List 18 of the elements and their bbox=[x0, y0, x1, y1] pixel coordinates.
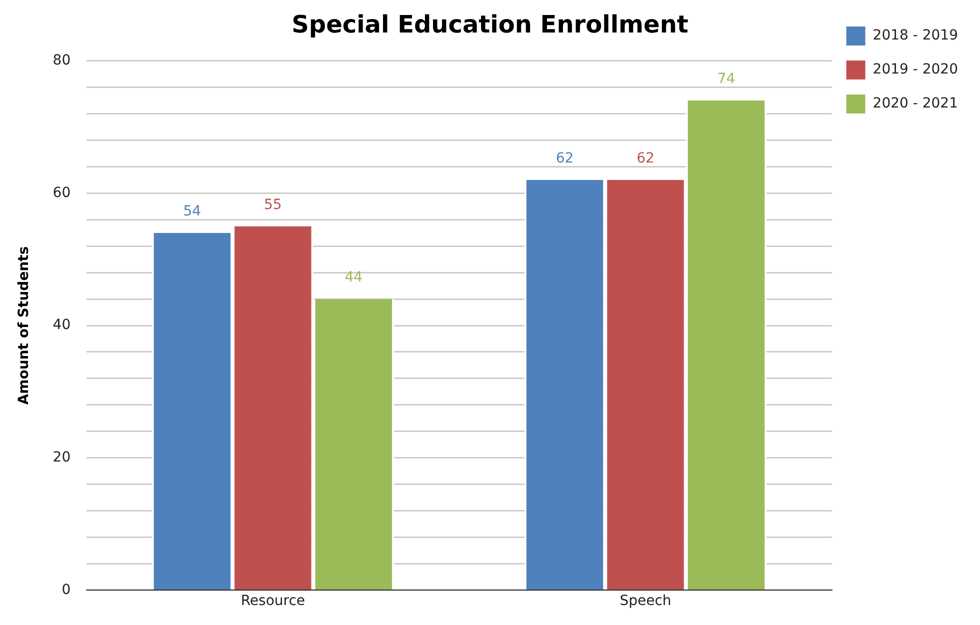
y-tick-label: 60 bbox=[52, 184, 71, 201]
data-label: 62 bbox=[556, 150, 574, 167]
y-tick-label: 20 bbox=[52, 449, 71, 466]
y-axis-title: Amount of Students bbox=[16, 246, 32, 405]
chart-title: Special Education Enrollment bbox=[292, 10, 688, 39]
data-label: 55 bbox=[264, 196, 282, 213]
data-label: 44 bbox=[344, 270, 363, 286]
y-tick-label: 40 bbox=[52, 317, 71, 334]
y-tick-label: 0 bbox=[62, 582, 71, 598]
x-tick-label: Speech bbox=[620, 593, 672, 610]
legend-label: 2019 - 2020 bbox=[872, 62, 958, 78]
y-tick-label: 80 bbox=[52, 52, 71, 68]
legend-label: 2020 - 2021 bbox=[872, 96, 958, 112]
data-label: 62 bbox=[636, 150, 654, 167]
data-label: 74 bbox=[717, 71, 736, 88]
data-label: 54 bbox=[183, 203, 202, 220]
x-tick-label: Resource bbox=[240, 593, 306, 610]
legend-label: 2018 - 2019 bbox=[872, 28, 958, 44]
